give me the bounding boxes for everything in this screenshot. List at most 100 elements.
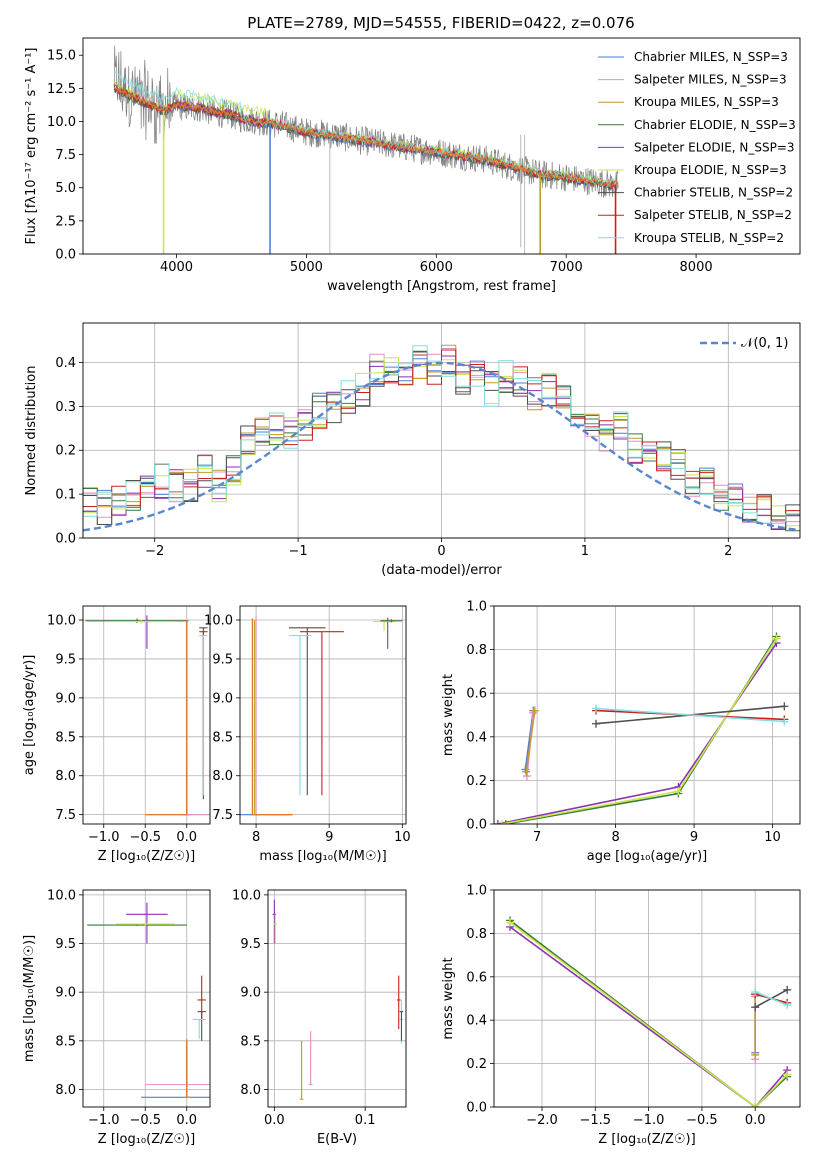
y-tick-label: 10.0 — [204, 614, 233, 629]
weight-line — [497, 642, 778, 824]
y-tick-label: 0.0 — [466, 1101, 487, 1116]
plot-ebv-mass: 0.0 0.1 8.0 8.5 9.0 9.5 10.0 E(B-V) — [232, 888, 407, 1147]
y-tick-label: 8.0 — [55, 769, 76, 784]
weight-marker — [592, 719, 600, 728]
y-tick-label: 9.5 — [240, 937, 261, 952]
weight-marker — [783, 1070, 792, 1079]
weight-line — [509, 919, 788, 1107]
legend-label: Chabrier ELODIE, N_SSP=3 — [634, 118, 796, 132]
x-tick-label: 9 — [325, 830, 333, 845]
y-axis-label: age [log₁₀(age/yr)] — [22, 655, 37, 776]
x-tick-label: −1.0 — [633, 1113, 665, 1128]
weight-marker — [522, 767, 531, 776]
y-axis-label: mass weight — [441, 957, 456, 1039]
weight-marker — [501, 820, 510, 824]
weight-line — [501, 638, 778, 824]
legend-label: Kroupa ELODIE, N_SSP=3 — [634, 163, 787, 177]
plot-Z-mass: −1.0 −0.5 0.0 8.0 8.5 9.0 9.5 10.0 Z [log₁₀(Z/Z☉… — [22, 888, 211, 1147]
plot-area-age-weight — [494, 632, 789, 824]
x-tick-label: 7000 — [550, 260, 583, 275]
legend-label: Chabrier STELIB, N_SSP=2 — [634, 186, 793, 200]
y-tick-label: 2.5 — [55, 214, 76, 229]
weight-marker — [783, 1001, 792, 1010]
y-tick-label: 7.5 — [212, 808, 233, 823]
plot-mass-age: 8 9 10 7.5 8.0 8.5 9.0 9.5 10.0 mass [log₁₀(M/M☉)… — [204, 605, 411, 864]
x-tick-label: −1 — [289, 544, 308, 559]
x-axis-label: Z [log₁₀(Z/Z☉)] — [98, 849, 195, 864]
x-tick-label: −0.5 — [129, 830, 161, 845]
y-tick-label: 0.4 — [466, 730, 487, 745]
weight-line — [509, 921, 788, 1107]
legend-label: Salpeter ELODIE, N_SSP=3 — [634, 140, 795, 154]
plot-area-Z-mass — [87, 902, 210, 1098]
gaussian-curve — [83, 361, 800, 532]
y-tick-label: 8.0 — [240, 1083, 261, 1098]
y-tick-label: 0.6 — [466, 687, 487, 702]
y-tick-label: 9.0 — [212, 691, 233, 706]
y-tick-label: 8.5 — [55, 730, 76, 745]
weight-marker — [772, 634, 781, 643]
axes-frame — [82, 37, 801, 255]
y-tick-label: 7.5 — [55, 808, 76, 823]
y-tick-label: 0.0 — [466, 818, 487, 833]
x-tick-label: 0.0 — [176, 1113, 197, 1128]
y-tick-label: 9.5 — [55, 652, 76, 667]
weight-marker — [674, 787, 683, 796]
y-tick-label: 0.1 — [55, 488, 76, 503]
x-tick-label: −2 — [145, 544, 164, 559]
x-tick-label: 9 — [690, 830, 698, 845]
y-tick-label: 1.0 — [466, 600, 487, 615]
legend-label: Chabrier MILES, N_SSP=3 — [634, 50, 788, 64]
x-tick-label: 10 — [394, 830, 411, 845]
y-tick-label: 8.5 — [212, 730, 233, 745]
x-axis-label: Z [log₁₀(Z/Z☉)] — [598, 1132, 695, 1147]
weight-line — [509, 926, 788, 1107]
y-tick-label: 1.0 — [466, 884, 487, 899]
weight-marker — [522, 772, 531, 781]
model-line — [114, 71, 619, 189]
y-tick-label: 15.0 — [47, 49, 76, 64]
y-tick-label: 10.0 — [47, 115, 76, 130]
axes-frame — [82, 605, 211, 825]
y-axis-label: Flux [fλ10⁻¹⁷ erg cm⁻² s⁻¹ A⁻¹] — [24, 48, 39, 245]
axes-frame — [82, 889, 211, 1108]
figure-title: PLATE=2789, MJD=54555, FIBERID=0422, z=0… — [247, 14, 634, 32]
y-tick-label: 9.0 — [55, 691, 76, 706]
x-tick-label: 10 — [764, 830, 781, 845]
x-tick-label: −2.0 — [526, 1113, 558, 1128]
x-tick-label: −0.5 — [686, 1113, 718, 1128]
x-axis-label: E(B-V) — [317, 1132, 357, 1147]
plot-area-mass-age — [240, 616, 403, 816]
y-tick-label: 12.5 — [47, 82, 76, 97]
y-tick-label: 0.6 — [466, 970, 487, 985]
plot-area-residuals — [83, 344, 800, 538]
y-tick-label: 0.4 — [466, 1014, 487, 1029]
legend-label: Salpeter MILES, N_SSP=3 — [634, 73, 787, 87]
y-tick-label: 0.2 — [55, 444, 76, 459]
y-tick-label: 9.5 — [212, 652, 233, 667]
best-model-line — [113, 86, 619, 188]
x-tick-label: −1.0 — [88, 830, 120, 845]
x-axis-label: (data-model)/error — [381, 563, 502, 578]
weight-marker — [592, 704, 600, 713]
model-line — [113, 87, 619, 190]
x-tick-label: −1.5 — [580, 1113, 612, 1128]
plot-area-Z-weight — [505, 916, 792, 1107]
x-tick-label: 0.0 — [176, 830, 197, 845]
y-tick-label: 10.0 — [232, 888, 261, 903]
plot-spectrum: 4000 5000 6000 7000 8000 0.0 2.5 5.0 7.5 10.0 12.5… — [24, 37, 801, 294]
plot-Z-age: −1.0 −0.5 0.0 7.5 8.0 8.5 9.0 9.5 10.0 Z [log₁₀(Z… — [22, 605, 211, 864]
histogram-step — [83, 349, 800, 538]
x-tick-label: 6000 — [420, 260, 453, 275]
legend-label: Kroupa MILES, N_SSP=3 — [634, 95, 779, 109]
weight-marker — [751, 1050, 760, 1059]
histogram-step — [83, 345, 800, 538]
x-tick-label: 1 — [581, 544, 589, 559]
y-tick-label: 0.8 — [466, 643, 487, 658]
axes-frame — [493, 605, 801, 825]
weight-marker — [783, 985, 792, 994]
x-tick-label: 0.1 — [355, 1113, 376, 1128]
weight-line — [754, 991, 788, 1006]
weight-line — [525, 710, 536, 772]
